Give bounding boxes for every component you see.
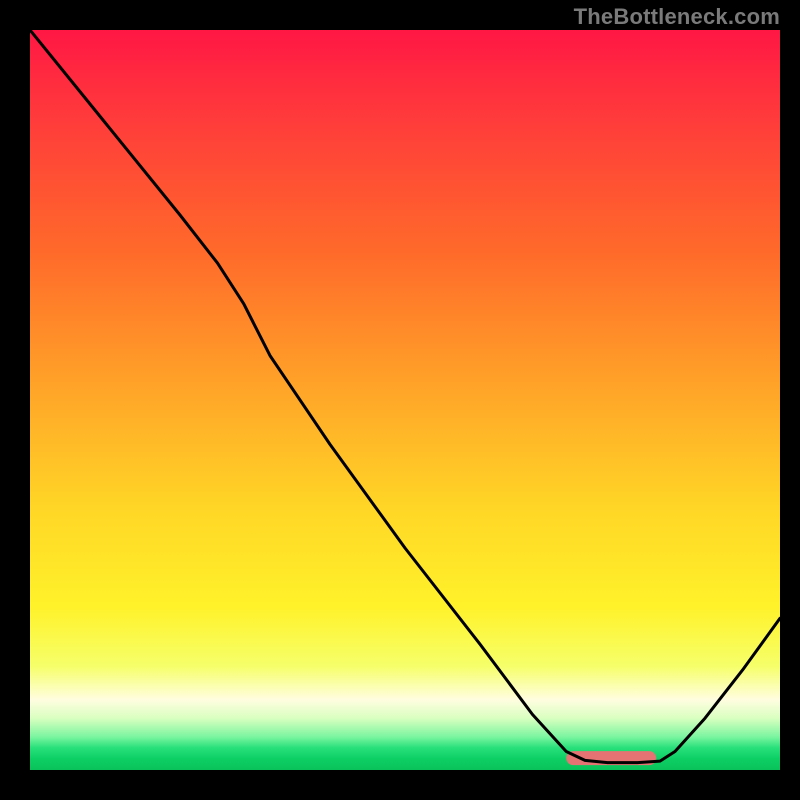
- heatmap-background: [30, 30, 780, 770]
- watermark-text: TheBottleneck.com: [574, 4, 780, 30]
- chart-container: TheBottleneck.com: [0, 0, 800, 800]
- bottleneck-chart: [30, 30, 780, 770]
